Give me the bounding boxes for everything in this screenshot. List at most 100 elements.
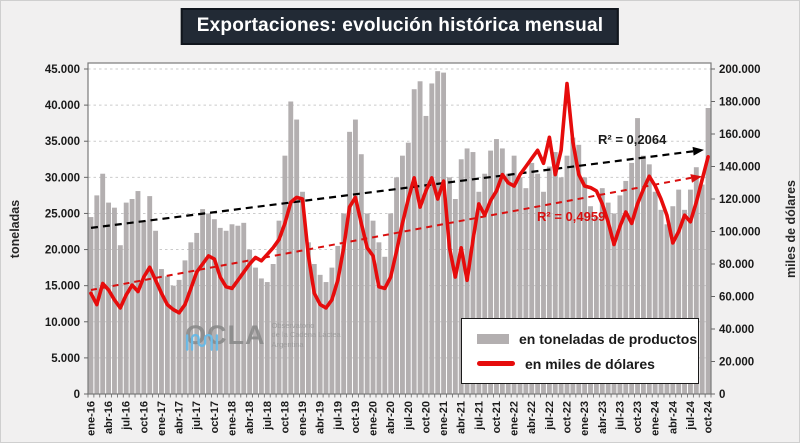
legend-label: en miles de dólares [525,355,655,372]
legend-label: en toneladas de productos [519,330,698,347]
trendline-r2-toneladas: R² = 0,2064 [598,132,667,147]
y-left-tick-label: 0 [74,389,80,401]
bar [523,188,529,394]
x-tick-label: oct-16 [138,401,150,433]
bar [400,155,405,394]
bar [693,167,699,394]
bar [664,224,670,394]
trendline-arrowhead [690,174,702,183]
bar [670,206,676,394]
bar [452,199,458,394]
bar [235,225,241,394]
bar [394,177,399,394]
y-left-tick-label: 40.000 [45,100,80,112]
bar [341,213,347,394]
bar [470,152,476,394]
x-tick-label: jul-22 [544,401,556,431]
bar [535,173,541,394]
bar [652,191,658,394]
bar [435,71,441,395]
y-right-tick-label: 20.000 [719,357,754,369]
bar [658,209,664,394]
bar [552,152,558,394]
bar [264,282,270,394]
bar [276,220,282,394]
y-right-tick-label: 40.000 [719,324,754,336]
x-tick-label: abr-22 [526,401,538,434]
bar [529,162,535,394]
x-tick-label: oct-23 [632,401,644,433]
legend-box: en toneladas de productos en miles de dó… [461,318,699,384]
bar [423,115,429,394]
x-tick-label: oct-19 [350,401,362,433]
bar [458,159,464,394]
bar [300,191,305,394]
bar [388,213,394,394]
bar [282,155,288,394]
chart-title: Exportaciones: evolución histórica mensu… [180,8,620,45]
x-tick-label: jul-16 [121,401,133,431]
bar [682,209,687,394]
bar [288,101,294,394]
x-tick-label: ene-21 [438,401,450,436]
y-left-tick-label: 10.000 [45,317,80,329]
bar [558,177,564,394]
bar [640,155,646,394]
bar [635,118,640,394]
x-tick-label: ene-24 [650,400,662,436]
line-swatch [477,361,515,366]
bar [370,220,376,394]
x-tick-label: jul-23 [614,401,626,431]
trendline-r2-dolares: R² = 0,4959 [537,209,606,224]
bar [358,154,364,394]
x-tick-label: ene-20 [368,401,380,436]
x-tick-label: oct-21 [491,401,503,433]
y-right-tick-label: 80.000 [719,259,754,271]
x-tick-label: jul-21 [473,401,485,431]
bar [253,267,258,394]
right-axis-title: miles de dólares [784,180,798,278]
bar-swatch [477,333,509,344]
y-left-tick-label: 15.000 [45,281,80,293]
bar [182,260,188,394]
x-tick-label: ene-18 [226,401,238,436]
bar [482,173,488,394]
x-tick-label: jul-17 [191,401,203,431]
y-left-tick-label: 45.000 [45,64,80,76]
x-tick-label: abr-20 [385,401,397,434]
x-tick-label: oct-24 [703,400,715,433]
bar [200,209,206,394]
bar [317,274,323,394]
bar [541,191,546,394]
legend-item-toneladas: en toneladas de productos [477,331,698,347]
y-right-tick-label: 60.000 [719,292,754,304]
y-right-tick-label: 140.000 [719,162,761,174]
y-right-tick-label: 100.000 [719,227,761,239]
bar [194,232,200,394]
bar [629,162,635,394]
bar [546,166,552,394]
bar [623,180,629,394]
y-left-tick-label: 30.000 [45,172,80,184]
bar [617,195,623,394]
bar [247,249,253,394]
x-tick-label: oct-18 [279,401,291,433]
bar [593,217,599,394]
bar [94,195,100,394]
y-left-tick-label: 5.000 [51,353,80,365]
bar [352,119,358,395]
bar [376,242,382,394]
bar [405,142,411,394]
left-axis-title: toneladas [8,199,22,259]
bar [258,278,264,394]
x-tick-label: abr-18 [244,401,256,434]
x-tick-label: ene-23 [579,401,591,436]
bar [417,81,423,395]
bar [347,131,352,395]
bar [270,264,276,394]
x-tick-label: jul-18 [262,401,274,431]
bar [106,202,112,394]
bar [646,164,652,394]
